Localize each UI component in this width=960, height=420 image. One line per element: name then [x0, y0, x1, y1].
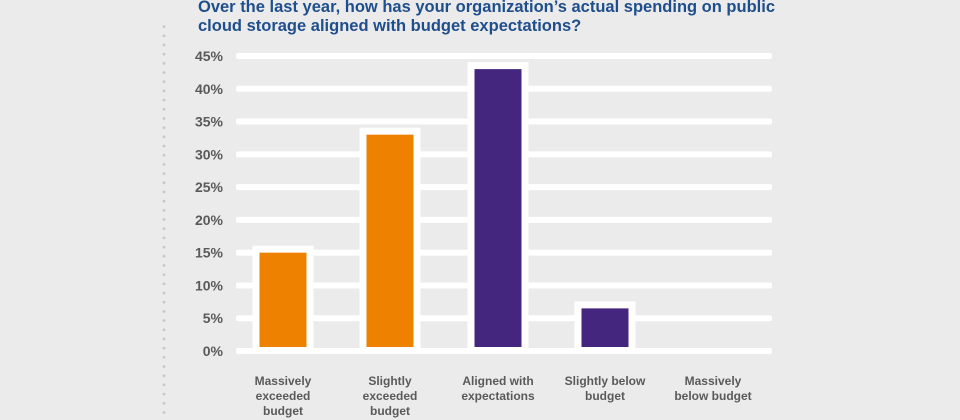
x-tick-label-line: budget	[263, 404, 303, 418]
x-tick-label-line: Aligned with	[462, 374, 534, 388]
y-tick-label: 45%	[195, 48, 224, 64]
x-tick-label: Slightly below budget	[550, 374, 660, 404]
y-tick-label: 35%	[195, 114, 224, 130]
x-tick-label-line: expectations	[461, 389, 535, 403]
x-tick-label-line: budget	[585, 389, 625, 403]
y-tick-label: 30%	[195, 146, 224, 162]
y-tick-label: 15%	[195, 245, 224, 261]
bar	[259, 252, 307, 347]
bar	[581, 308, 629, 347]
x-tick-label: Slightly exceeded budget	[335, 374, 445, 419]
y-tick-label: 40%	[195, 81, 224, 97]
x-tick-label-line: exceeded	[255, 389, 311, 403]
x-tick-label-line: exceeded	[362, 389, 418, 403]
y-tick-label: 5%	[203, 310, 224, 326]
y-tick-label: 10%	[195, 277, 224, 293]
x-tick-label-line: below budget	[674, 389, 752, 403]
x-tick-label-line: Massively	[684, 374, 742, 388]
bars	[252, 62, 636, 352]
y-tick-label: 20%	[195, 212, 224, 228]
x-tick-label: Aligned with expectations	[443, 374, 553, 404]
x-tick-label-line: Slightly	[368, 374, 412, 388]
x-tick-label-line: Massively	[254, 374, 312, 388]
y-tick-label: 25%	[195, 179, 224, 195]
gridline	[236, 53, 772, 59]
x-tick-label: Massively below budget	[658, 374, 768, 404]
x-tick-label-line: Slightly below	[564, 374, 646, 388]
y-axis-ticks: 0% 5% 10% 15% 20% 25% 30% 35% 40% 45%	[195, 48, 224, 359]
bar	[366, 134, 414, 347]
chart-title: Over the last year, how has your organiz…	[198, 0, 776, 35]
x-tick-label-line: budget	[370, 404, 410, 418]
x-tick-label: Massively exceeded budget	[228, 374, 338, 419]
dotted-divider	[162, 22, 166, 420]
y-tick-label: 0%	[203, 343, 224, 359]
bar	[474, 69, 522, 347]
